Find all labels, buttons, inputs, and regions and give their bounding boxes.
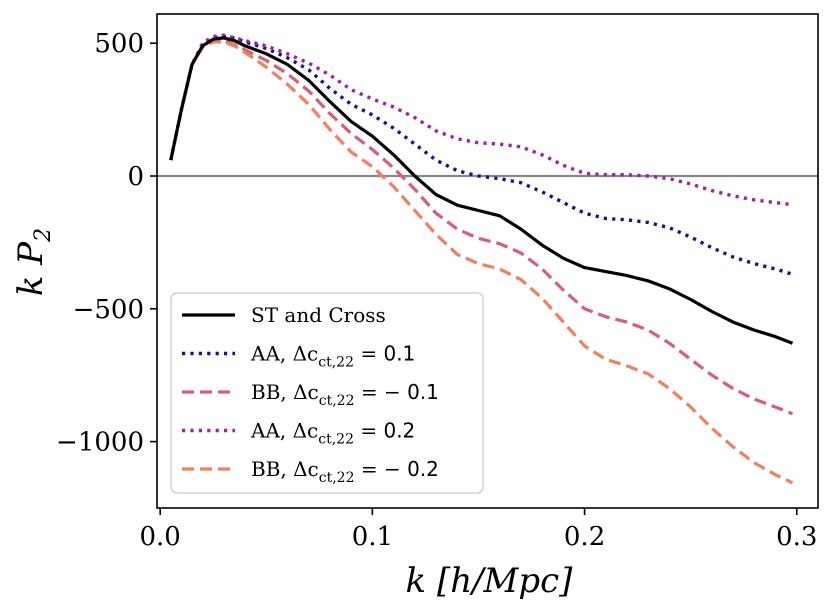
x-tick-label: 0.2 [564,522,605,552]
legend-label-4: BB, Δcct,22 = − 0.2 [251,457,439,486]
series-line-0 [169,36,794,345]
y-tick-label: 0 [127,162,144,192]
legend-label-0: ST and Cross [251,303,386,327]
legend-label-3: AA, Δcct,22 = 0.2 [250,419,415,448]
series-line-4 [169,40,794,485]
x-axis-label: k [h/Mpc] [406,561,574,601]
plot-area [157,33,818,485]
series-line-3 [169,33,793,207]
axes-frame [156,13,819,509]
y-axis-label: k P2 [11,228,56,296]
x-tick-label: 0.0 [140,522,181,552]
x-tick-label: 0.3 [776,522,817,552]
y-tick-label: −1000 [56,428,144,458]
y-tick-label: −500 [73,295,144,325]
x-tick-label: 0.1 [352,522,393,552]
legend-label-2: BB, Δcct,22 = − 0.1 [251,380,439,409]
y-tick-label: 500 [94,29,144,59]
legend-label-1: AA, Δcct,22 = 0.1 [250,342,415,371]
legend-box [170,292,484,494]
legend: ST and Cross AA, Δcct,22 = 0.1 BB, Δcct,22… [170,292,484,494]
series-line-1 [169,34,794,276]
axes: 0.0 0.1 0.2 0.3 500 0 −500 −1000 [56,13,819,552]
